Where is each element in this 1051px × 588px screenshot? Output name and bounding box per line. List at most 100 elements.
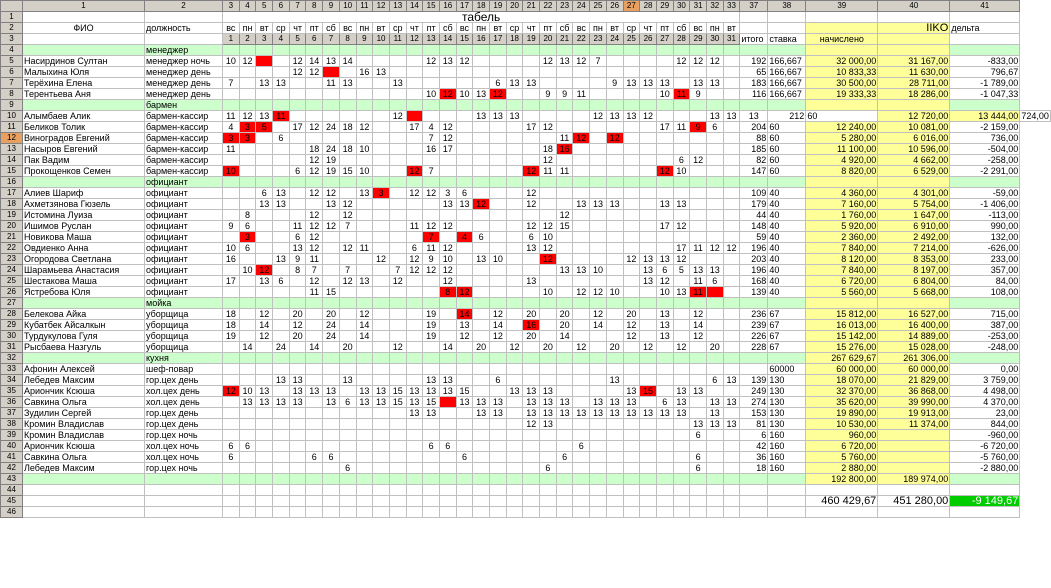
- cell[interactable]: [222, 495, 240, 507]
- delta-cell[interactable]: 715,00: [949, 308, 1021, 320]
- column-header[interactable]: 1: [22, 0, 145, 12]
- hours-cell[interactable]: 13: [639, 407, 657, 419]
- accrued-cell[interactable]: 18 070,00: [805, 374, 879, 386]
- hours-cell[interactable]: [539, 451, 557, 463]
- cell[interactable]: [767, 11, 807, 23]
- hours-cell[interactable]: [572, 308, 591, 320]
- hours-cell[interactable]: [655, 209, 674, 221]
- cell[interactable]: [605, 297, 624, 309]
- hours-cell[interactable]: [689, 165, 707, 177]
- hours-cell[interactable]: [372, 407, 390, 419]
- cell[interactable]: [655, 473, 674, 485]
- hours-cell[interactable]: [555, 242, 574, 254]
- hours-cell[interactable]: [388, 319, 407, 331]
- hours-cell[interactable]: 13: [338, 77, 357, 89]
- hours-cell[interactable]: [472, 55, 490, 67]
- hours-cell[interactable]: 14: [489, 319, 507, 331]
- employee-name[interactable]: Лебедев Максим: [22, 374, 145, 386]
- hours-cell[interactable]: 13: [255, 385, 274, 397]
- cell[interactable]: [655, 352, 674, 364]
- hours-cell[interactable]: [605, 385, 624, 397]
- cell[interactable]: [572, 99, 591, 111]
- accrued-cell[interactable]: 19 890,00: [805, 407, 879, 419]
- hours-cell[interactable]: 6: [238, 440, 257, 452]
- hours-cell[interactable]: [589, 330, 607, 342]
- column-header[interactable]: 41: [949, 0, 1021, 12]
- cell[interactable]: [605, 352, 624, 364]
- section-iiko[interactable]: [877, 44, 951, 56]
- hours-cell[interactable]: 6: [455, 187, 474, 199]
- hours-cell[interactable]: [338, 66, 357, 78]
- hours-cell[interactable]: [589, 253, 607, 265]
- hours-cell[interactable]: [405, 440, 424, 452]
- day-number-cell[interactable]: 16: [472, 33, 490, 45]
- hours-cell[interactable]: 13: [255, 396, 274, 408]
- hours-cell[interactable]: 12: [305, 187, 324, 199]
- weekday-cell[interactable]: вс: [222, 22, 240, 34]
- rate-cell[interactable]: 60: [767, 132, 807, 144]
- hours-cell[interactable]: [522, 264, 541, 276]
- hours-cell[interactable]: 12: [305, 209, 324, 221]
- cell[interactable]: [22, 33, 145, 45]
- cell[interactable]: [305, 495, 324, 507]
- accrued-cell[interactable]: 6 720,00: [805, 275, 879, 287]
- hours-cell[interactable]: 13: [338, 374, 357, 386]
- cell[interactable]: [489, 352, 507, 364]
- hours-cell[interactable]: 13: [238, 396, 257, 408]
- day-number-cell[interactable]: 5: [288, 33, 307, 45]
- cell[interactable]: [949, 11, 1021, 23]
- hours-cell[interactable]: 19: [322, 154, 340, 166]
- hours-cell[interactable]: 3: [222, 132, 240, 144]
- hours-cell[interactable]: 14: [338, 55, 357, 67]
- hours-cell[interactable]: [622, 231, 641, 243]
- delta-cell[interactable]: 844,00: [949, 418, 1021, 430]
- hours-cell[interactable]: [272, 165, 290, 177]
- iiko-cell[interactable]: 16 400,00: [877, 319, 951, 331]
- hours-cell[interactable]: [405, 55, 424, 67]
- hours-cell[interactable]: [705, 363, 724, 375]
- hours-cell[interactable]: [605, 319, 624, 331]
- weekday-cell[interactable]: чт: [522, 22, 541, 34]
- employee-name[interactable]: Шарамьева Анастасия: [22, 264, 145, 276]
- cell[interactable]: [405, 495, 424, 507]
- weekday-cell[interactable]: ср: [272, 22, 290, 34]
- hours-cell[interactable]: [505, 396, 524, 408]
- cell[interactable]: [505, 176, 524, 188]
- row-header[interactable]: 39: [0, 429, 23, 441]
- hours-cell[interactable]: [388, 88, 407, 100]
- cell[interactable]: [22, 484, 145, 496]
- hours-cell[interactable]: 17: [672, 242, 691, 254]
- cell[interactable]: [622, 506, 641, 518]
- hours-cell[interactable]: 6: [539, 462, 557, 474]
- hours-cell[interactable]: [255, 165, 274, 177]
- hours-cell[interactable]: [222, 462, 240, 474]
- hours-cell[interactable]: 9: [689, 88, 707, 100]
- hours-cell[interactable]: [572, 121, 591, 133]
- hours-cell[interactable]: [255, 88, 274, 100]
- column-header[interactable]: 32: [705, 0, 724, 12]
- employee-name[interactable]: Савкина Ольга: [22, 451, 145, 463]
- accrued-cell[interactable]: 960,00: [805, 429, 879, 441]
- cell[interactable]: [372, 352, 390, 364]
- column-header[interactable]: 12: [372, 0, 390, 12]
- day-number-cell[interactable]: 1: [222, 33, 240, 45]
- hours-cell[interactable]: [505, 132, 524, 144]
- hours-cell[interactable]: [272, 143, 290, 155]
- hours-cell[interactable]: [722, 451, 741, 463]
- total-hours[interactable]: 228: [739, 341, 769, 353]
- rate-cell[interactable]: 40: [767, 242, 807, 254]
- weekday-cell[interactable]: сб: [322, 22, 340, 34]
- rate-cell[interactable]: 67: [767, 330, 807, 342]
- accrued-cell[interactable]: 7 840,00: [805, 264, 879, 276]
- hours-cell[interactable]: [572, 374, 591, 386]
- employee-name[interactable]: Новикова Маша: [22, 231, 145, 243]
- hours-cell[interactable]: [555, 440, 574, 452]
- hours-cell[interactable]: 13: [272, 396, 290, 408]
- hours-cell[interactable]: [622, 66, 641, 78]
- hours-cell[interactable]: 14: [555, 330, 574, 342]
- row-header[interactable]: 23: [0, 253, 23, 265]
- hours-cell[interactable]: [505, 374, 524, 386]
- column-header[interactable]: 30: [672, 0, 691, 12]
- cell[interactable]: [405, 473, 424, 485]
- hours-cell[interactable]: 12: [305, 242, 324, 254]
